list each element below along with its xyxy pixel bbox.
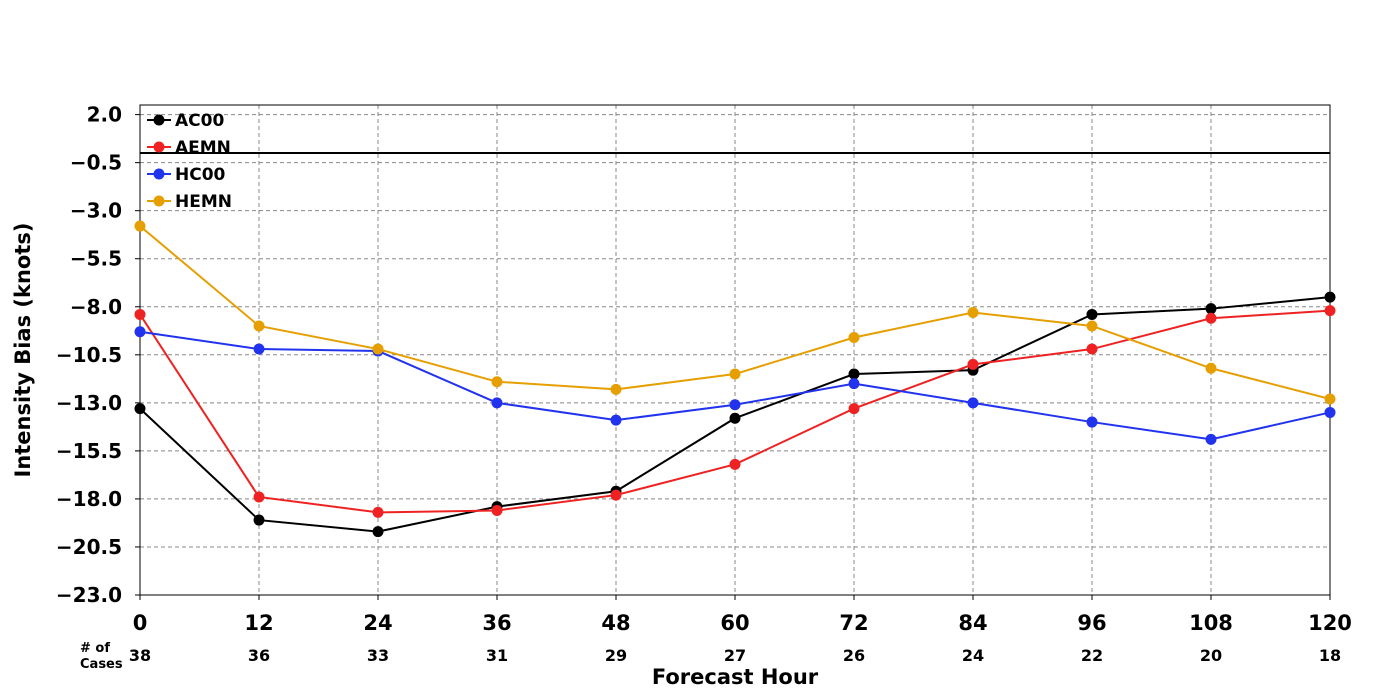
y-tick-labels: 2.0 −0.5 −3.0 −5.5 −8.0 −10.5 −13.0 −15.5 −18.0 −… [56,103,140,607]
case-count: 20 [1200,646,1222,665]
data-point [848,403,860,415]
data-point [253,491,265,503]
x-tick-label: 84 [958,611,987,635]
data-point [1324,393,1336,405]
x-tick-label: 108 [1189,611,1233,635]
legend-label: HC00 [175,165,226,185]
x-tick-label: 120 [1308,611,1352,635]
x-tick-labels: 0 12 24 36 48 60 72 84 96 108 120 [133,595,1352,635]
data-point [1086,416,1098,428]
x-tick-label: 96 [1077,611,1106,635]
data-point [1324,406,1336,418]
data-point [253,343,265,355]
data-point [1205,312,1217,324]
x-tick-label: 24 [363,611,392,635]
data-point [848,368,860,380]
x-tick-label: 60 [720,611,749,635]
data-point [253,320,265,332]
data-point [1086,308,1098,320]
legend-swatch-marker [153,141,165,153]
data-point [1205,362,1217,374]
data-point [1324,305,1336,317]
y-tick-label: −20.5 [56,535,122,559]
y-tick-label: −0.5 [70,151,122,175]
legend-swatch-marker [153,114,165,126]
data-point [729,458,741,470]
data-point [967,307,979,319]
data-point [610,383,622,395]
case-count-labels: 38 36 33 31 29 27 26 24 22 20 18 [129,646,1341,665]
legend-swatch-marker [153,195,165,207]
data-point [729,368,741,380]
data-point [372,526,384,538]
data-point [134,403,146,415]
data-point [848,332,860,344]
data-point [1086,343,1098,355]
data-point [1324,291,1336,303]
legend-label: HEMN [175,192,232,212]
y-tick-label: −5.5 [70,247,122,271]
series-hemn [134,220,1336,405]
data-point [610,489,622,501]
legend-item-hemn: HEMN [147,192,232,212]
data-point [372,343,384,355]
x-tick-label: 72 [839,611,868,635]
legend-swatch-marker [153,168,165,180]
data-point [729,412,741,424]
x-tick-label: 0 [133,611,148,635]
data-point [848,378,860,390]
x-tick-label: 12 [244,611,273,635]
cases-label: # of Cases [80,641,123,672]
case-count: 18 [1319,646,1341,665]
series-layer [134,220,1336,538]
x-axis-label: Forecast Hour [652,665,819,689]
y-axis-label: Intensity Bias (knots) [11,223,35,478]
data-point [491,376,503,388]
y-tick-label: −3.0 [70,199,122,223]
case-count: 33 [367,646,389,665]
y-tick-label: −8.0 [70,295,122,319]
case-count: 24 [962,646,984,665]
y-tick-label: −10.5 [56,343,122,367]
data-point [491,504,503,516]
legend-item-hc00: HC00 [147,165,226,185]
data-point [372,506,384,518]
legend: AC00 AEMN HC00 HEMN [147,111,232,212]
case-count: 38 [129,646,151,665]
y-tick-label: 2.0 [87,103,122,127]
case-count: 36 [248,646,270,665]
y-tick-label: −13.0 [56,391,122,415]
y-tick-label: −18.0 [56,487,122,511]
series-aemn [134,305,1336,518]
case-count: 29 [605,646,627,665]
series-line [139,309,1331,514]
legend-label: AEMN [175,138,231,158]
data-point [253,514,265,526]
data-point [1205,433,1217,445]
x-tick-label: 48 [601,611,630,635]
x-tick-label: 36 [482,611,511,635]
legend-item-aemn: AEMN [147,138,231,158]
data-point [134,308,146,320]
data-point [729,399,741,411]
case-count: 22 [1081,646,1103,665]
case-count: 27 [724,646,746,665]
case-count: 31 [486,646,508,665]
legend-label: AC00 [175,111,224,131]
data-point [134,326,146,338]
data-point [1205,303,1217,315]
data-point [610,414,622,426]
data-point [967,397,979,409]
data-point [491,397,503,409]
case-count: 26 [843,646,865,665]
data-point [1086,320,1098,332]
data-point [967,358,979,370]
y-tick-label: −23.0 [56,583,122,607]
y-tick-label: −15.5 [56,439,122,463]
data-point [134,220,146,232]
legend-item-ac00: AC00 [147,111,224,131]
